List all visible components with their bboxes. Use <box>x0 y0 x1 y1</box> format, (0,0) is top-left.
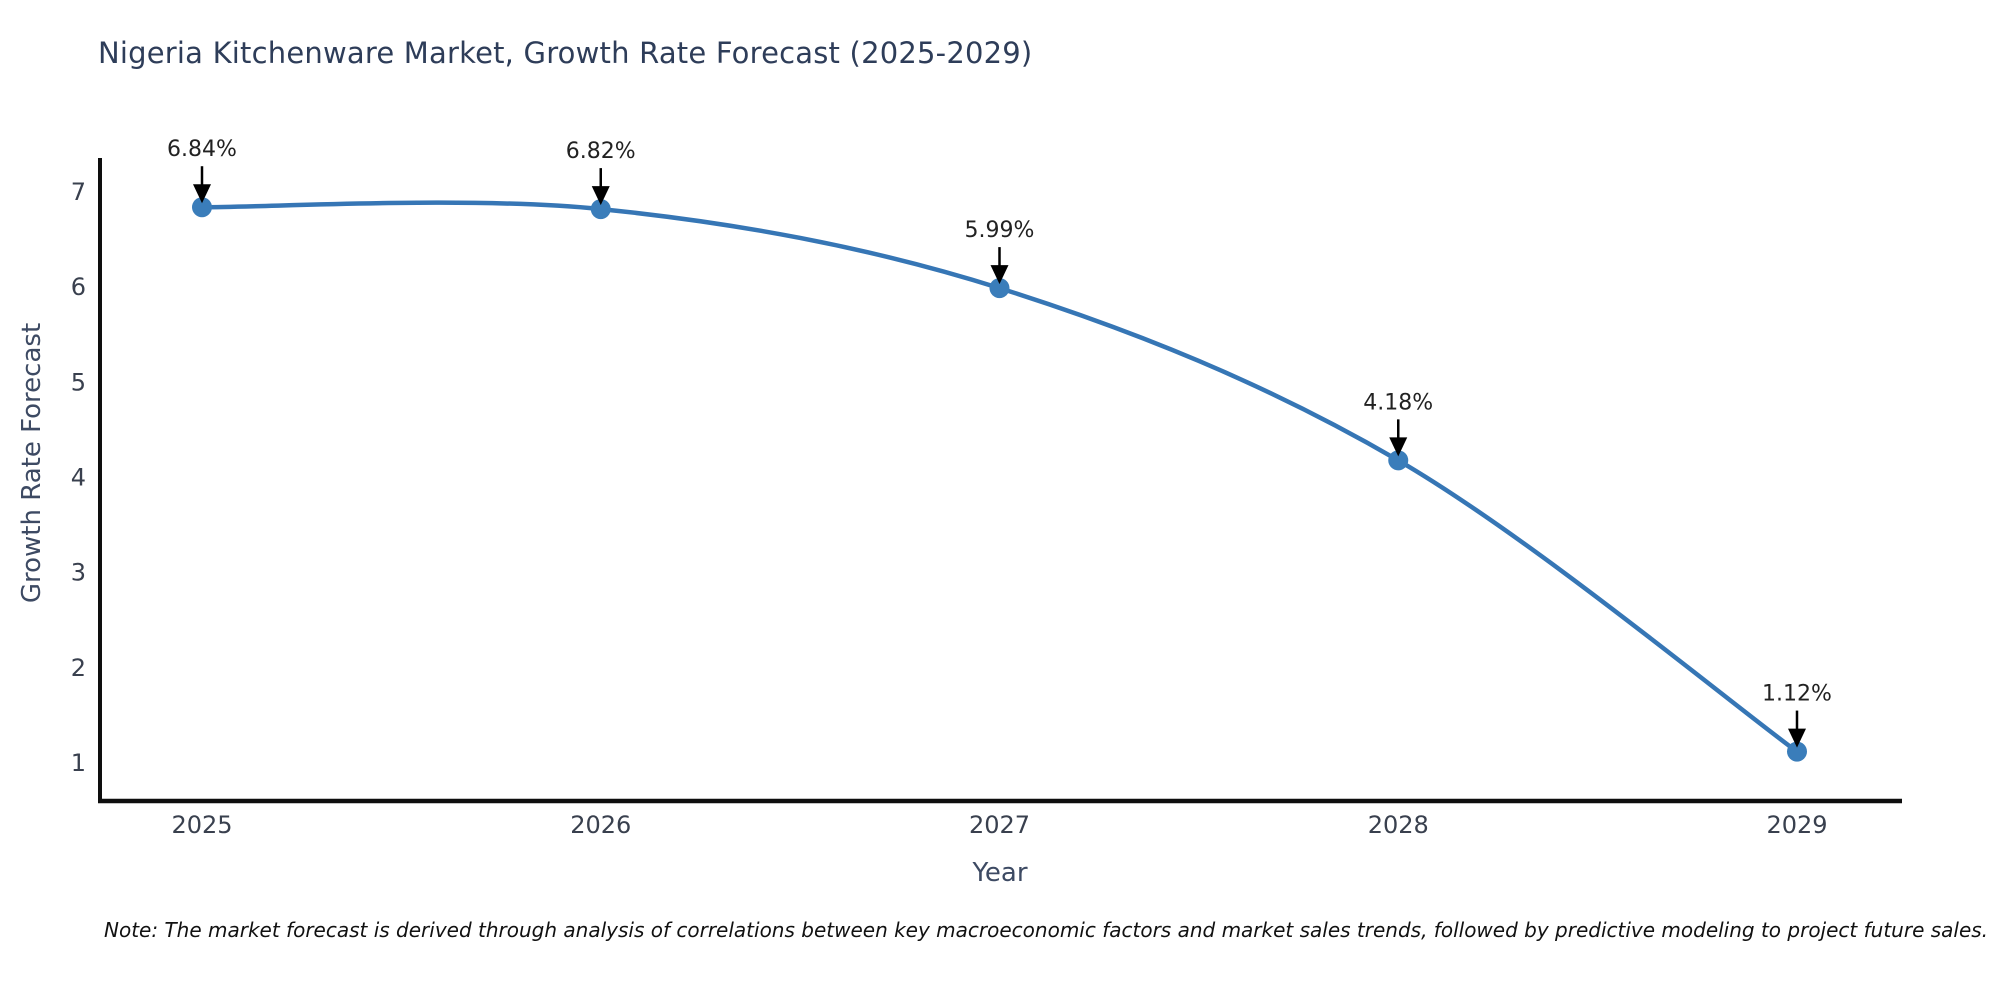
y-tick-label: 7 <box>71 178 86 206</box>
data-point <box>1388 450 1409 471</box>
annotation-arrow-head <box>990 265 1009 285</box>
x-tick-label: 2027 <box>969 811 1030 839</box>
y-tick-label: 4 <box>71 463 86 491</box>
point-annotation-label: 4.18% <box>1363 390 1433 415</box>
x-tick-label: 2025 <box>171 811 232 839</box>
chart-title: Nigeria Kitchenware Market, Growth Rate … <box>98 36 1033 70</box>
x-tick-label: 2029 <box>1766 811 1827 839</box>
chart-footnote: Note: The market forecast is derived thr… <box>104 918 1989 942</box>
data-point <box>590 199 611 220</box>
y-tick-label: 2 <box>71 654 86 682</box>
y-tick-label: 1 <box>71 749 86 777</box>
annotation-arrow-head <box>1788 728 1806 748</box>
trend-line <box>199 200 1800 754</box>
y-tick-label: 3 <box>71 559 86 587</box>
annotation-arrow-head <box>193 184 211 204</box>
data-point <box>1787 741 1807 762</box>
y-tick-label: 6 <box>71 273 86 301</box>
x-axis-title: Year <box>972 858 1028 888</box>
point-annotation-label: 6.84% <box>167 137 237 162</box>
annotation-arrow-head <box>1389 437 1408 457</box>
data-point <box>192 197 212 218</box>
x-tick-label: 2026 <box>570 811 631 839</box>
point-annotation-label: 1.12% <box>1762 682 1832 707</box>
data-point <box>989 278 1010 299</box>
x-tick-label: 2028 <box>1368 811 1429 839</box>
y-tick-label: 5 <box>71 368 86 396</box>
annotation-arrow-head <box>591 186 610 206</box>
point-annotation-label: 6.82% <box>566 139 636 164</box>
point-annotation-label: 5.99% <box>965 218 1035 243</box>
